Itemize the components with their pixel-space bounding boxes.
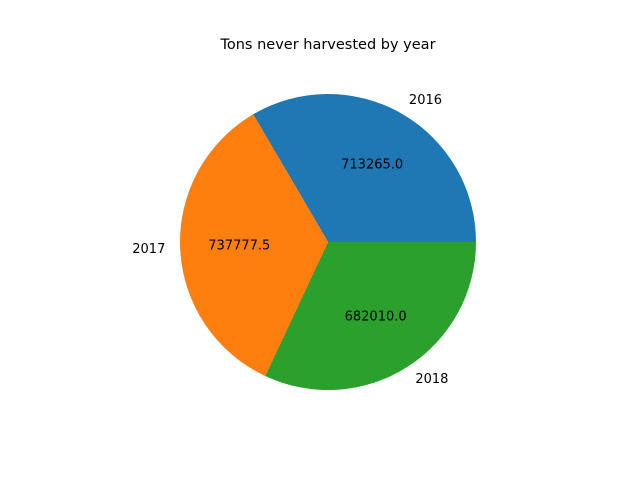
slice-label-2018: 2018 xyxy=(415,372,448,387)
pie-labels: 2016 713265.0 2017 737777.5 2018 682010.0 xyxy=(132,93,448,387)
slice-label-2016: 2016 xyxy=(409,93,442,108)
pie-slices xyxy=(179,93,476,390)
value-label-2017: 737777.5 xyxy=(208,239,270,254)
value-label-2018: 682010.0 xyxy=(345,309,407,324)
pie-slice-2017 xyxy=(179,114,328,377)
pie-slice-2016 xyxy=(253,93,476,242)
slice-label-2017: 2017 xyxy=(132,242,165,257)
value-label-2016: 713265.0 xyxy=(341,157,403,172)
chart-title: Tons never harvested by year xyxy=(219,37,435,53)
pie-slice-2018 xyxy=(265,242,476,390)
